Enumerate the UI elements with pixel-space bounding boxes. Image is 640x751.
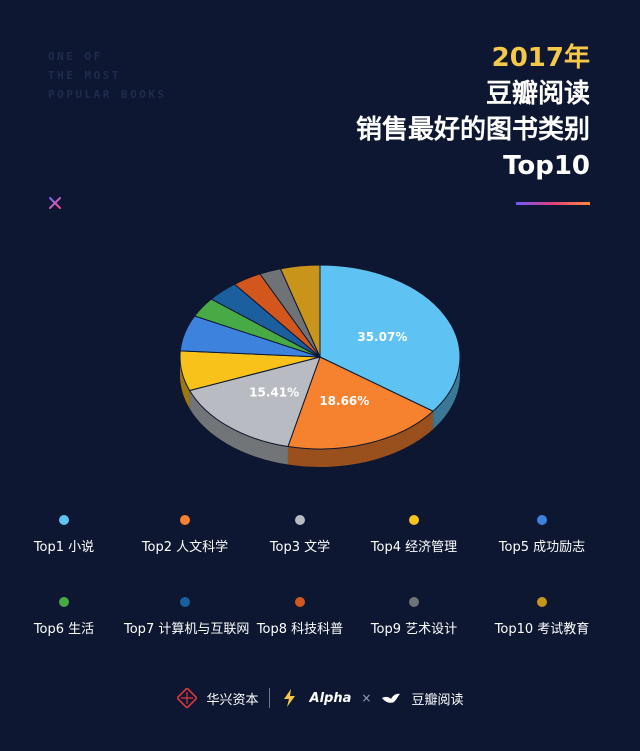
lightning-icon bbox=[283, 689, 295, 707]
legend-label: Top1 小说 bbox=[33, 540, 95, 555]
pie-data-label-1: 35.07% bbox=[357, 330, 407, 344]
brand-huaxing: 华兴资本 bbox=[206, 692, 259, 708]
legend-label: Top5 成功励志 bbox=[498, 540, 586, 555]
pie-slice-1 bbox=[319, 264, 461, 412]
legend-item: Top1 小说 bbox=[14, 515, 114, 555]
legend-item: Top10 考试教育 bbox=[478, 597, 606, 637]
legend-item: Top4 经济管理 bbox=[350, 515, 478, 555]
legend-label: Top4 经济管理 bbox=[370, 540, 458, 555]
brand-douban: 豆瓣阅读 bbox=[411, 692, 464, 708]
pie-data-label-3: 15.41% bbox=[249, 386, 299, 400]
legend-dot bbox=[409, 515, 419, 525]
legend-label: Top6 生活 bbox=[33, 622, 95, 637]
legend-dot bbox=[59, 597, 69, 607]
side-caption-line: ONE OF bbox=[48, 50, 103, 63]
brand-alpha: Alpha bbox=[309, 690, 352, 706]
side-caption-line: POPULAR BOOKS bbox=[48, 88, 167, 101]
legend-item: Top5 成功励志 bbox=[478, 515, 606, 555]
footer-times: × bbox=[361, 691, 372, 705]
legend-item: Top7 计算机与互联网 bbox=[124, 597, 250, 637]
pie-side-2 bbox=[287, 411, 434, 467]
legend-label: Top8 科技科普 bbox=[256, 622, 344, 637]
pie-side-4 bbox=[180, 357, 190, 409]
douban-bird-icon bbox=[382, 693, 401, 703]
pie-side-1 bbox=[433, 357, 460, 430]
pie-side-3 bbox=[189, 390, 288, 465]
footer: 华兴资本 Alpha × 豆瓣阅读 bbox=[0, 683, 640, 713]
legend-item: Top9 艺术设计 bbox=[350, 597, 478, 637]
legend-item: Top8 科技科普 bbox=[250, 597, 350, 637]
legend-item: Top3 文学 bbox=[250, 515, 350, 555]
legend-label: Top9 艺术设计 bbox=[370, 622, 458, 637]
legend-label: Top3 文学 bbox=[269, 540, 331, 555]
huaxing-logo-icon bbox=[176, 688, 197, 708]
legend-label: Top7 计算机与互联网 bbox=[124, 622, 250, 637]
pie-slice-2 bbox=[287, 356, 434, 450]
title-underline bbox=[516, 202, 590, 205]
title-line: Top10 bbox=[503, 151, 590, 181]
legend-dot bbox=[295, 597, 305, 607]
cross-icon bbox=[49, 197, 61, 209]
side-caption-line: THE MOST bbox=[48, 69, 121, 82]
legend-dot bbox=[537, 515, 547, 525]
pie-chart: 35.07% 18.66% 15.41% bbox=[179, 264, 461, 467]
legend: Top1 小说 Top2 人文科学 Top3 文学 Top4 经济管理 Top5 成功励… bbox=[0, 515, 640, 650]
pie-side-walls bbox=[180, 357, 460, 467]
pie-slice-10 bbox=[279, 264, 321, 358]
pie-data-label-2: 18.66% bbox=[319, 394, 369, 408]
legend-label: Top2 人文科学 bbox=[141, 540, 229, 555]
legend-dot bbox=[537, 597, 547, 607]
footer-divider bbox=[268, 688, 270, 708]
legend-dot bbox=[180, 515, 190, 525]
chart-title: 2017年 豆瓣阅读 销售最好的图书类别 Top10 bbox=[356, 40, 590, 184]
legend-label: Top10 考试教育 bbox=[494, 622, 590, 637]
legend-dot bbox=[295, 515, 305, 525]
title-year: 2017年 bbox=[491, 43, 590, 73]
title-line: 销售最好的图书类别 bbox=[355, 115, 590, 145]
legend-dot bbox=[180, 597, 190, 607]
legend-item: Top2 人文科学 bbox=[124, 515, 246, 555]
legend-dot bbox=[59, 515, 69, 525]
legend-dot bbox=[409, 597, 419, 607]
legend-item: Top6 生活 bbox=[14, 597, 114, 637]
pie-slice-3 bbox=[188, 356, 321, 448]
title-line: 豆瓣阅读 bbox=[485, 79, 590, 109]
side-caption: ONE OF THE MOST POPULAR BOOKS bbox=[48, 47, 167, 104]
